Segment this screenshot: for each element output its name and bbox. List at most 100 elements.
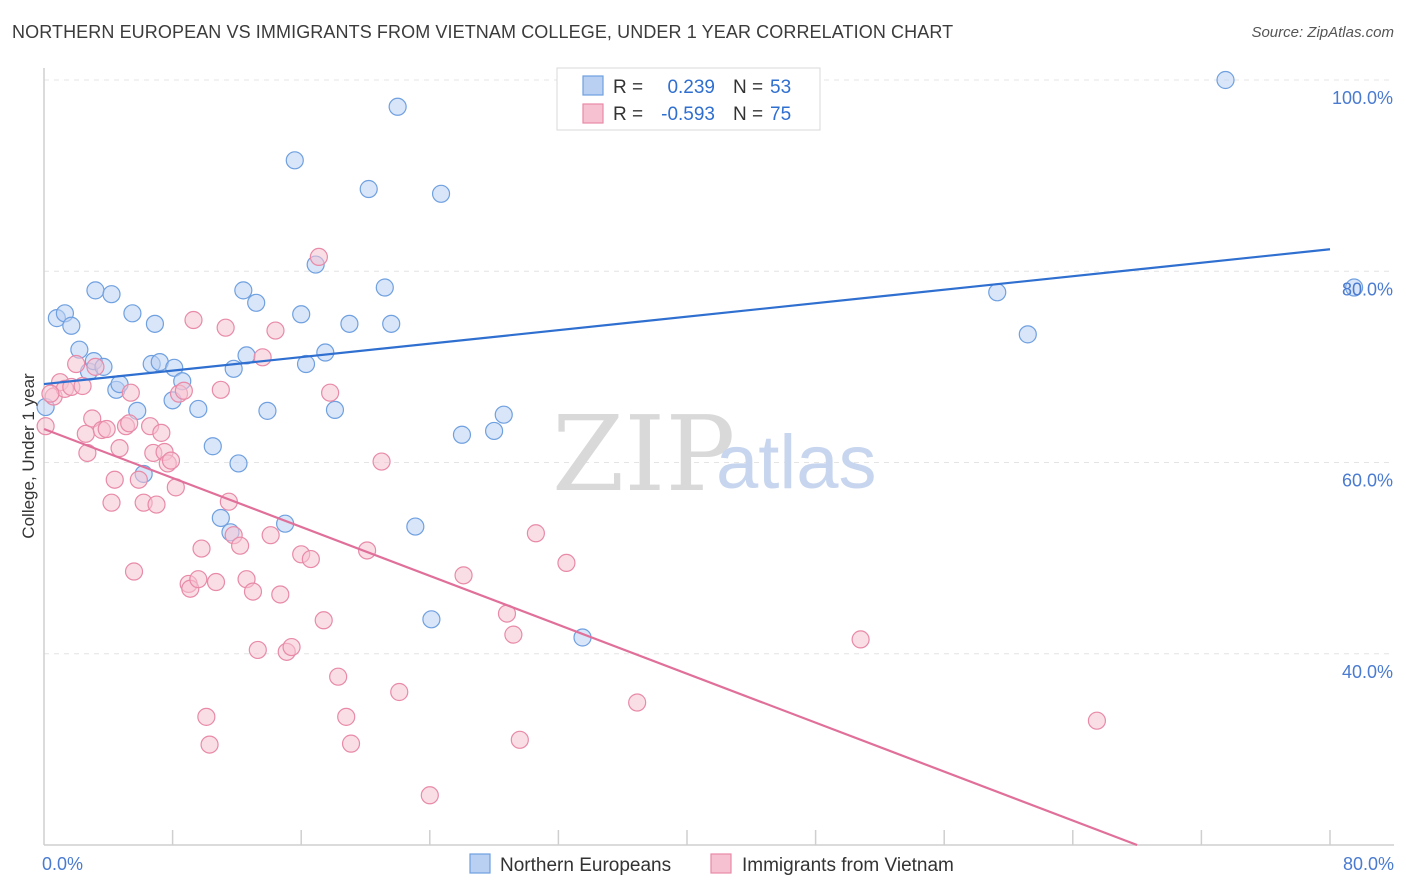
data-point — [296, 354, 316, 374]
axes — [43, 68, 1394, 846]
data-point — [292, 305, 311, 324]
data-point — [211, 380, 230, 399]
legend-n-value-1: 53 — [770, 77, 791, 98]
trend-line — [43, 248, 1331, 386]
legend-r-label-2: R = — [613, 104, 643, 125]
data-point — [316, 343, 335, 362]
source-label: Source: ZipAtlas.com — [1251, 24, 1394, 41]
data-point — [62, 316, 81, 335]
gridlines — [44, 79, 1394, 655]
data-point — [67, 354, 86, 374]
data-point — [285, 151, 304, 170]
data-point — [388, 97, 407, 116]
data-point — [102, 285, 121, 304]
legend-r-label-1: R = — [613, 77, 643, 98]
data-point — [309, 247, 328, 267]
data-point — [325, 400, 345, 420]
series-northern-europeans-points — [36, 70, 1364, 647]
data-point — [382, 314, 401, 333]
data-point — [337, 707, 356, 726]
data-point — [248, 640, 267, 660]
data-point — [406, 517, 425, 536]
data-point — [110, 439, 129, 458]
data-point — [105, 470, 124, 489]
data-point — [206, 572, 226, 592]
data-point — [851, 630, 870, 649]
series-legend: Northern Europeans Immigrants from Vietn… — [469, 853, 954, 876]
data-point — [102, 493, 121, 512]
data-point — [390, 682, 409, 702]
data-point — [420, 786, 439, 805]
data-point — [165, 358, 184, 377]
data-point — [485, 421, 504, 441]
data-point — [129, 470, 148, 489]
x-tick-label-max: 80.0% — [1343, 854, 1394, 874]
data-point — [359, 179, 378, 199]
y-axis-label: College, Under 1 year — [19, 373, 38, 539]
series-immigrants-vietnam-points — [36, 247, 1107, 805]
watermark-zip: ZIP — [552, 393, 735, 515]
data-point — [229, 454, 248, 473]
data-point — [73, 376, 92, 396]
data-point — [200, 735, 219, 754]
y-tick-label: 100.0% — [1332, 88, 1393, 108]
chart-title: NORTHERN EUROPEAN VS IMMIGRANTS FROM VIE… — [12, 22, 954, 42]
data-point — [454, 566, 473, 585]
data-point — [557, 553, 576, 573]
data-point — [216, 318, 235, 337]
data-point — [231, 536, 250, 555]
data-point — [120, 414, 139, 433]
data-point — [1018, 325, 1037, 344]
data-point — [340, 314, 359, 333]
legend-n-label-1: N = — [733, 77, 763, 98]
data-point — [76, 424, 95, 443]
series-legend-label-northern-europeans: Northern Europeans — [500, 855, 671, 876]
data-point — [452, 425, 472, 444]
data-point — [1087, 711, 1107, 730]
data-point — [261, 526, 280, 545]
data-point — [161, 451, 181, 470]
data-point — [243, 582, 263, 601]
correlation-legend: R = 0.239 N = 53 R = -0.593 N = 75 — [556, 67, 821, 131]
data-point — [494, 405, 513, 424]
data-point — [253, 348, 272, 367]
data-point — [504, 625, 523, 644]
data-point — [86, 281, 105, 300]
data-point — [628, 693, 647, 712]
data-point — [1345, 278, 1364, 297]
data-point — [510, 730, 529, 749]
data-point — [988, 283, 1007, 302]
x-tick-marks — [171, 830, 1331, 845]
data-point — [247, 293, 266, 312]
data-point — [314, 611, 333, 630]
data-point — [189, 399, 208, 419]
watermark: ZIP atlas — [552, 393, 877, 515]
data-point — [341, 734, 361, 753]
data-point — [301, 549, 320, 569]
series-legend-label-immigrants-vietnam: Immigrants from Vietnam — [742, 855, 954, 876]
data-point — [431, 184, 451, 203]
data-point — [203, 437, 222, 456]
data-point — [282, 637, 301, 657]
data-point — [184, 310, 203, 330]
y-tick-label: 60.0% — [1342, 471, 1393, 491]
legend-n-label-2: N = — [733, 104, 763, 125]
data-point — [41, 384, 60, 403]
legend-n-value-2: 75 — [770, 104, 791, 125]
data-point — [174, 381, 193, 400]
data-point — [97, 419, 116, 439]
data-point — [372, 452, 391, 471]
legend-r-value-1: 0.239 — [667, 77, 715, 98]
data-point — [152, 423, 171, 442]
y-tick-label: 40.0% — [1342, 662, 1393, 682]
watermark-atlas: atlas — [716, 420, 877, 505]
data-point — [121, 383, 140, 402]
series-legend-swatch-northern-europeans — [469, 853, 491, 874]
legend-swatch-immigrants-vietnam — [582, 103, 604, 124]
data-point — [211, 508, 230, 528]
data-point — [234, 281, 253, 300]
data-point — [189, 570, 208, 589]
data-point — [197, 707, 216, 726]
data-point — [1216, 70, 1235, 90]
